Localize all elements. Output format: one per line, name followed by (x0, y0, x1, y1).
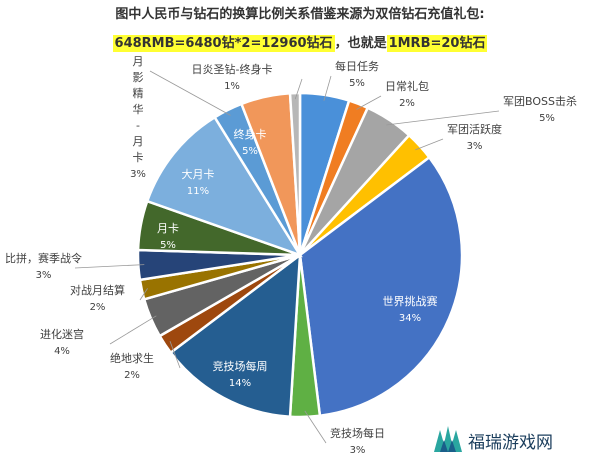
leader-line (323, 75, 332, 101)
slice-label-char: 卡 (133, 151, 144, 164)
slice-percent: 4% (54, 346, 70, 357)
slice-percent: 3% (467, 141, 483, 152)
slice-percent: 11% (187, 186, 209, 197)
slice-label: 竞技场每日 (330, 426, 385, 440)
slice-label: 日常礼包 (385, 79, 429, 93)
leader-line (149, 70, 231, 116)
leader-line (304, 410, 327, 444)
slice-label-char: 精 (133, 87, 144, 100)
slice-label: 竞技场每周 (213, 359, 268, 373)
watermark: 福瑞游戏网 (428, 422, 598, 456)
leader-line (169, 341, 181, 369)
leader-line (109, 315, 157, 345)
leader-line (139, 288, 148, 301)
slice-label: 军团活跃度 (447, 122, 502, 136)
leader-line (294, 78, 303, 100)
slice-percent: 3% (130, 169, 146, 180)
rate-connector: ，也就是 (334, 36, 387, 51)
slice-percent: 2% (124, 370, 140, 381)
slice-label: 月卡 (157, 222, 179, 235)
leader-line (415, 138, 444, 151)
slice-label-char: 影 (133, 71, 144, 84)
pie-slice (145, 115, 303, 258)
rate-highlight-1: 648RMB=6480钻*2=12960钻石 (112, 35, 335, 52)
slice-percent: 3% (36, 270, 52, 281)
slice-percent: 3% (350, 445, 366, 456)
pie-slice (288, 91, 302, 256)
slice-label: 世界挑战赛 (383, 294, 438, 308)
slice-percent: 14% (229, 378, 251, 389)
slice-percent: 5% (349, 78, 365, 89)
slice-percent: 5% (242, 146, 258, 157)
chart-subtitle: 648RMB=6480钻*2=12960钻石 ，也就是 1MRB=20钻石 (0, 32, 600, 52)
pie-slices (136, 91, 464, 419)
slice-label: 绝地求生 (110, 351, 154, 365)
pie-slice (298, 155, 464, 418)
leader-line (356, 95, 382, 110)
slice-percent: 34% (399, 313, 421, 324)
slice-label-char: 月 (133, 55, 144, 68)
slice-label: 进化迷宫 (40, 327, 84, 341)
watermark-text: 福瑞游戏网 (468, 433, 553, 453)
slice-labels: 每日任务 5% 日常礼包 2% 军团BOSS击杀 5% 军团活跃度 3% 世界挑战赛 34% 竞技场… (5, 55, 577, 456)
leader-line (386, 110, 500, 126)
slice-label-char: 月 (133, 135, 144, 148)
slice-label: 军团BOSS击杀 (503, 94, 577, 108)
slice-label-char: 华 (133, 102, 144, 116)
slice-percent: 2% (90, 302, 106, 313)
rate-highlight-2: 1MRB=20钻石 (386, 35, 488, 52)
leader-lines (74, 70, 500, 444)
chart-title: 图中人民币与钻石的换算比例关系借鉴来源为双倍钻石充值礼包: (115, 7, 485, 22)
slice-percent: 2% (399, 98, 415, 109)
furui-logo-icon (434, 426, 462, 452)
slice-percent: 5% (539, 113, 555, 124)
slice-label: 大月卡 (182, 167, 215, 181)
slice-label: 日炎圣钻-终身卡 (192, 62, 273, 76)
leader-line (74, 264, 145, 269)
slice-label: 每日任务 (335, 59, 379, 73)
slice-label: 终身卡 (234, 127, 267, 141)
slice-percent: 5% (160, 240, 176, 251)
slice-label: 比拼，赛季战令 (5, 251, 82, 265)
slice-percent: 1% (224, 81, 240, 92)
slice-label-char: - (136, 119, 140, 132)
slice-label: 对战月结算 (70, 283, 125, 297)
